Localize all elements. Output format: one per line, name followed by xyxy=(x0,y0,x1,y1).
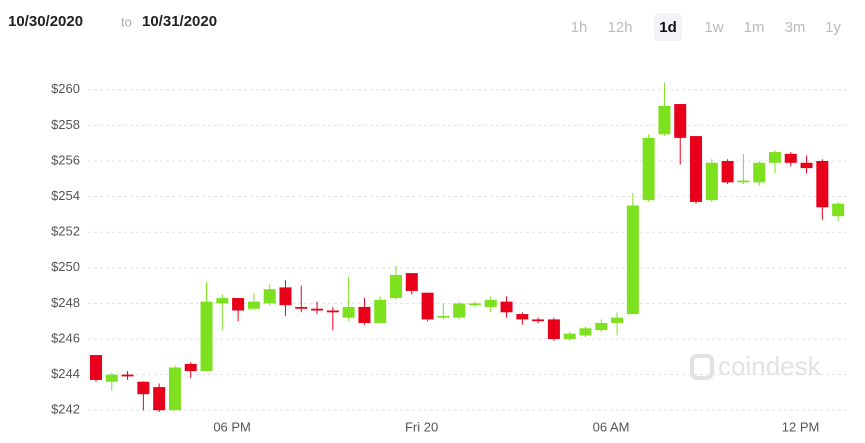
candle-body xyxy=(484,299,497,307)
date-to: 10/31/2020 xyxy=(142,13,217,30)
x-tick-label: 06 PM xyxy=(213,419,251,434)
y-tick-label: $252 xyxy=(51,224,80,239)
candle-body xyxy=(90,355,102,380)
range-button[interactable]: 1d xyxy=(659,19,677,36)
candle-body xyxy=(405,273,418,291)
candle-body xyxy=(279,287,292,306)
candle-body xyxy=(516,314,529,320)
candle-body xyxy=(168,367,181,411)
y-tick-label: $254 xyxy=(51,188,80,203)
watermark-text: coindesk xyxy=(718,351,822,381)
candle-body xyxy=(326,310,339,313)
x-tick-label: 06 AM xyxy=(593,419,630,434)
candle-body xyxy=(658,105,671,135)
candle-body xyxy=(832,203,845,217)
candle-body xyxy=(437,315,450,318)
candle-body xyxy=(547,319,560,339)
candle-body xyxy=(753,162,766,183)
candle-body xyxy=(674,104,687,138)
candle-body xyxy=(800,162,813,169)
candle-body xyxy=(784,153,797,163)
candle-body xyxy=(453,303,466,318)
candle-body xyxy=(705,162,718,201)
candle-body xyxy=(721,161,734,183)
candle-body xyxy=(626,205,639,315)
watermark: coindesk xyxy=(690,351,822,381)
candle-body xyxy=(611,317,624,323)
candle-body xyxy=(121,374,134,377)
candle-body xyxy=(500,301,513,313)
y-tick-label: $248 xyxy=(51,295,80,310)
candle-body xyxy=(137,381,150,395)
candle-body xyxy=(595,322,608,331)
range-button[interactable]: 1m xyxy=(744,19,765,36)
candle-body xyxy=(563,333,576,339)
range-button[interactable]: 1w xyxy=(704,19,723,36)
x-tick-label: Fri 20 xyxy=(405,419,438,434)
y-tick-label: $260 xyxy=(51,81,80,96)
date-from: 10/30/2020 xyxy=(8,13,83,30)
date-to-word: to xyxy=(121,14,132,29)
y-tick-label: $246 xyxy=(51,330,80,345)
candle-body xyxy=(390,274,403,299)
candle-body xyxy=(232,298,245,311)
candle-body xyxy=(200,301,213,372)
candle-body xyxy=(311,308,324,311)
candle-body xyxy=(105,374,118,382)
candle-body xyxy=(374,299,387,323)
candle-body xyxy=(295,306,308,309)
y-tick-label: $258 xyxy=(51,117,80,132)
candle-body xyxy=(153,387,166,411)
watermark-icon xyxy=(690,354,714,380)
candle-body xyxy=(468,303,481,306)
candle-body xyxy=(263,289,276,304)
candle-body xyxy=(358,306,371,323)
candle-body xyxy=(579,328,592,336)
range-button[interactable]: 3m xyxy=(785,19,806,36)
y-tick-label: $244 xyxy=(51,366,80,381)
candle-body xyxy=(532,319,545,322)
range-button[interactable]: 1h xyxy=(571,19,588,36)
y-tick-label: $242 xyxy=(51,402,80,417)
candle-body xyxy=(247,301,260,309)
y-tick-label: $256 xyxy=(51,152,80,167)
range-button[interactable]: 12h xyxy=(607,19,632,36)
candle-body xyxy=(184,363,197,372)
candle-body xyxy=(690,136,703,202)
y-tick-label: $250 xyxy=(51,259,80,274)
candle-body xyxy=(342,306,355,318)
x-tick-label: 12 PM xyxy=(782,419,820,434)
candle-body xyxy=(421,292,434,320)
candle-body xyxy=(768,152,781,163)
range-button[interactable]: 1y xyxy=(825,19,841,36)
candle-body xyxy=(642,137,655,201)
candle-body xyxy=(216,298,229,304)
range-active-bg xyxy=(654,13,682,41)
candle-body xyxy=(816,161,829,208)
candle-body xyxy=(737,180,750,183)
